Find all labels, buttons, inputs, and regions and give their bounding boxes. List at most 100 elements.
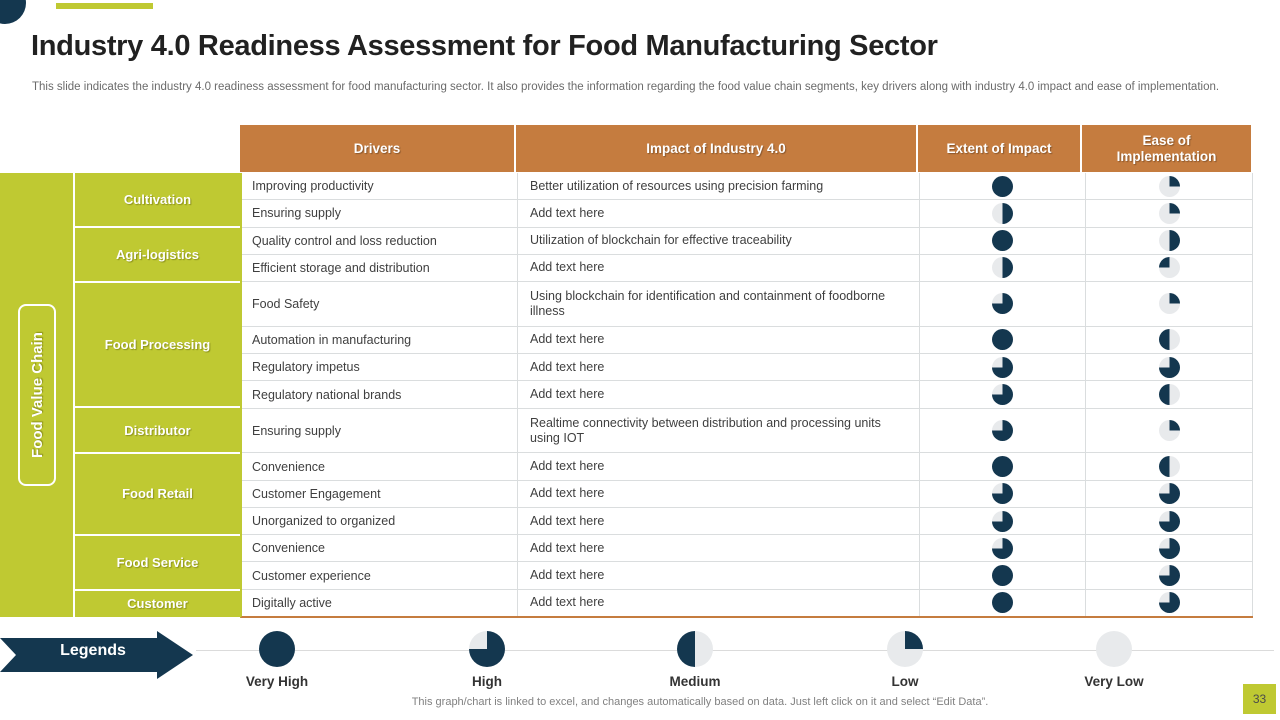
extent-harvey-ball-icon <box>992 230 1013 252</box>
extent-harvey-ball-icon <box>992 565 1013 587</box>
driver-cell: Unorganized to organized <box>242 507 518 535</box>
extent-cell <box>920 408 1086 453</box>
ease-harvey-ball-icon <box>1158 329 1180 351</box>
extent-harvey-ball-icon <box>992 356 1013 378</box>
legend-divider-line <box>196 650 1274 651</box>
group-cell: Food Processing <box>75 282 240 409</box>
ease-cell <box>1086 480 1253 507</box>
column-header: Ease of Implementation <box>1082 125 1251 172</box>
ease-harvey-ball-icon <box>1158 483 1180 505</box>
extent-cell <box>920 173 1086 200</box>
driver-cell: Improving productivity <box>242 173 518 200</box>
extent-harvey-ball-icon <box>992 537 1013 559</box>
ease-cell <box>1086 535 1253 562</box>
ease-harvey-ball-icon <box>1158 257 1180 279</box>
extent-harvey-ball-icon <box>992 510 1013 532</box>
group-cell: Customer <box>75 590 240 617</box>
extent-harvey-ball-icon <box>992 175 1013 197</box>
extent-cell <box>920 227 1086 254</box>
extent-cell <box>920 200 1086 227</box>
driver-cell: Ensuring supply <box>242 200 518 227</box>
driver-cell: Efficient storage and distribution <box>242 254 518 282</box>
impact-cell: Add text here <box>518 507 920 535</box>
group-cell: Agri-logistics <box>75 227 240 283</box>
extent-cell <box>920 326 1086 354</box>
extent-harvey-ball-icon <box>992 257 1013 279</box>
ease-harvey-ball-icon <box>1158 384 1180 405</box>
group-cell: Cultivation <box>75 173 240 228</box>
ease-cell <box>1086 173 1253 200</box>
table-row: Regulatory impetus Add text here <box>242 354 1253 382</box>
driver-cell: Convenience <box>242 453 518 480</box>
impact-cell: Add text here <box>518 562 920 589</box>
impact-cell: Add text here <box>518 480 920 507</box>
extent-cell <box>920 507 1086 535</box>
table-row: Quality control and loss reduction Utiliz… <box>242 227 1253 255</box>
extent-harvey-ball-icon <box>992 420 1013 442</box>
food-value-chain-strip: Food Value Chain <box>0 173 75 617</box>
impact-cell: Add text here <box>518 326 920 354</box>
ease-cell <box>1086 589 1253 617</box>
extent-cell <box>920 589 1086 617</box>
legend-item: Very Low <box>1044 631 1184 689</box>
legend-label: Low <box>891 674 919 689</box>
ease-cell <box>1086 282 1253 326</box>
legend-harvey-ball-icon <box>469 631 505 667</box>
driver-cell: Food Safety <box>242 282 518 326</box>
table-header-row: Drivers Impact of Industry 4.0 Extent of I… <box>240 125 1251 172</box>
impact-cell: Better utilization of resources using pr… <box>518 173 920 200</box>
ease-harvey-ball-icon <box>1158 510 1180 532</box>
table-row: Customer experience Add text here <box>242 562 1253 590</box>
page-title: Industry 4.0 Readiness Assessment for Fo… <box>31 30 938 62</box>
ease-cell <box>1086 507 1253 535</box>
ease-harvey-ball-icon <box>1158 592 1180 614</box>
ease-harvey-ball-icon <box>1158 537 1180 559</box>
ease-cell <box>1086 354 1253 381</box>
impact-cell: Add text here <box>518 453 920 480</box>
legend-harvey-ball-icon <box>259 631 295 667</box>
table-row: Convenience Add text here <box>242 453 1253 481</box>
legend-item: Very High <box>207 631 347 689</box>
ease-cell <box>1086 326 1253 354</box>
legend-label: Medium <box>669 674 721 689</box>
extent-cell <box>920 282 1086 326</box>
table-row: Automation in manufacturing Add text here <box>242 326 1253 355</box>
impact-cell: Add text here <box>518 254 920 282</box>
impact-cell: Using blockchain for identification and … <box>518 282 920 326</box>
table-row: Efficient storage and distribution Add te… <box>242 254 1253 283</box>
extent-harvey-ball-icon <box>992 329 1013 351</box>
group-cell: Distributor <box>75 408 240 455</box>
table-row: Ensuring supply Add text here <box>242 200 1253 228</box>
driver-cell: Customer Engagement <box>242 480 518 507</box>
legend-item: Medium <box>625 631 765 689</box>
extent-cell <box>920 381 1086 408</box>
legends-banner <box>0 631 193 679</box>
ease-cell <box>1086 562 1253 589</box>
ease-harvey-ball-icon <box>1158 293 1180 315</box>
driver-cell: Ensuring supply <box>242 408 518 453</box>
extent-cell <box>920 480 1086 507</box>
impact-cell: Utilization of blockchain for effective … <box>518 227 920 254</box>
table-row: Digitally active Add text here <box>242 589 1253 617</box>
footer-note: This graph/chart is linked to excel, and… <box>411 696 989 708</box>
extent-harvey-ball-icon <box>992 293 1013 315</box>
assessment-table[interactable]: Improving productivity Better utilization… <box>240 173 1253 618</box>
ease-harvey-ball-icon <box>1158 230 1180 252</box>
legend-label: Very High <box>245 674 309 689</box>
driver-cell: Digitally active <box>242 589 518 617</box>
extent-harvey-ball-icon <box>992 384 1013 405</box>
ease-harvey-ball-icon <box>1158 565 1180 587</box>
extent-harvey-ball-icon <box>992 483 1013 505</box>
impact-cell: Add text here <box>518 354 920 381</box>
extent-cell <box>920 354 1086 381</box>
ease-cell <box>1086 381 1253 408</box>
impact-cell: Add text here <box>518 589 920 617</box>
ease-cell <box>1086 227 1253 254</box>
impact-cell: Add text here <box>518 535 920 562</box>
page-subtitle: This slide indicates the industry 4.0 re… <box>32 81 1220 93</box>
column-header: Impact of Industry 4.0 <box>516 125 918 172</box>
legends-banner-label: Legends <box>60 642 126 659</box>
page-number-badge: 33 <box>1243 684 1276 714</box>
driver-cell: Customer experience <box>242 562 518 589</box>
extent-cell <box>920 535 1086 562</box>
